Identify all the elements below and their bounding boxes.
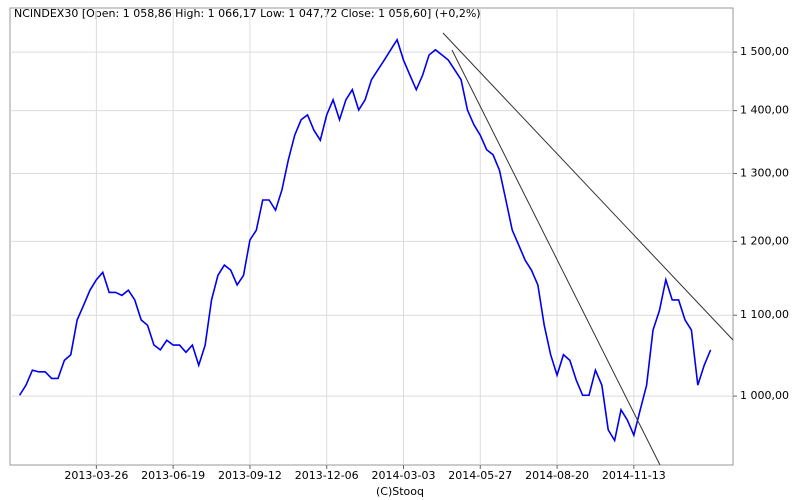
x-tick-label: 2013-09-12 <box>218 469 282 482</box>
trend-line <box>451 49 661 466</box>
x-tick-label: 2014-11-13 <box>602 469 666 482</box>
x-tick-label: 2014-03-03 <box>372 469 436 482</box>
x-tick-label: 2013-12-06 <box>295 469 359 482</box>
y-tick-label: 1 000,00 <box>740 389 789 402</box>
x-tick-label: 2014-05-27 <box>448 469 512 482</box>
y-tick-label: 1 100,00 <box>740 308 789 321</box>
y-tick-label: 1 500,00 <box>740 45 789 58</box>
y-tick-label: 1 200,00 <box>740 234 789 247</box>
plot-frame <box>9 7 734 466</box>
footer: (C)Stooq <box>376 485 424 498</box>
x-tick-label: 2013-06-19 <box>141 469 205 482</box>
trend-line <box>442 32 734 341</box>
price-line <box>18 37 712 443</box>
x-tick-label: 2013-03-26 <box>64 469 128 482</box>
y-tick-label: 1 300,00 <box>740 166 789 179</box>
x-tick-label: 2014-08-20 <box>525 469 589 482</box>
chart-title: NCINDEX30 [Open: 1 058,86 High: 1 066,17… <box>14 7 481 20</box>
y-tick-label: 1 400,00 <box>740 104 789 117</box>
